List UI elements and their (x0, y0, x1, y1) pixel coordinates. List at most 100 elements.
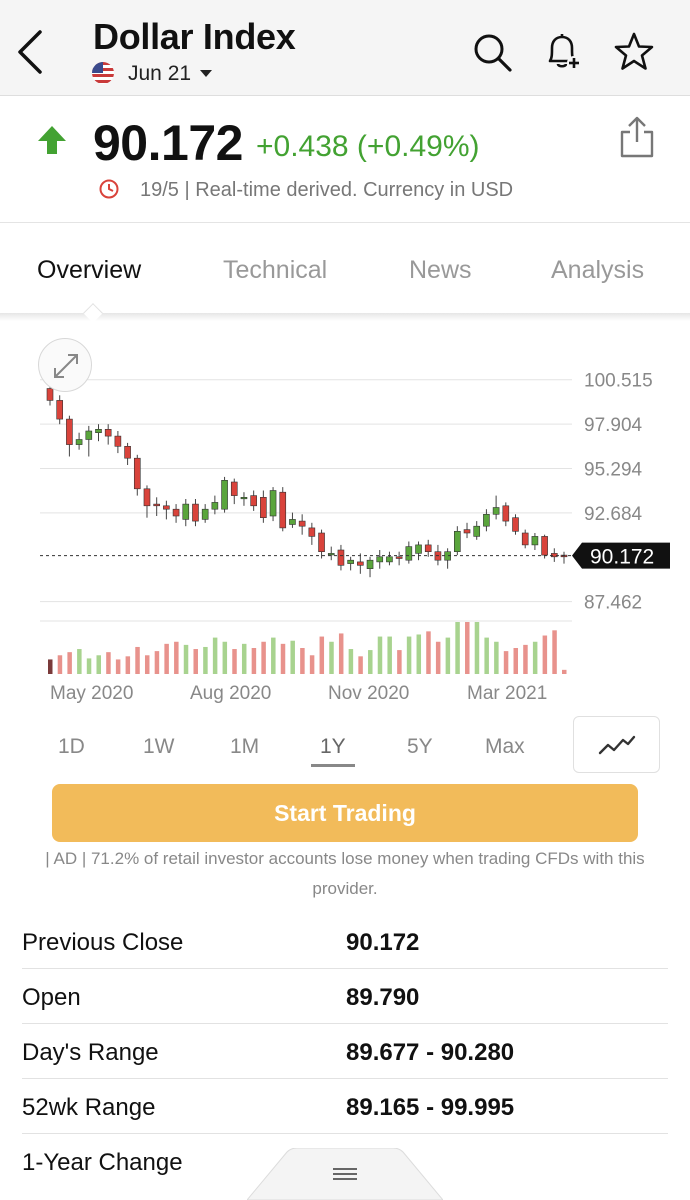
volume-bar (232, 649, 237, 674)
volume-bar (465, 622, 470, 674)
share-icon[interactable] (618, 114, 656, 160)
price-chart[interactable]: 100.515 97.904 95.294 92.684 87.462 90.172 May… (0, 322, 690, 712)
chevron-down-icon[interactable] (200, 70, 212, 77)
candle (66, 418, 73, 445)
start-trading-button[interactable]: Start Trading (52, 784, 638, 842)
line-chart-icon (598, 735, 636, 755)
volume-bar (494, 641, 499, 674)
candle (347, 559, 354, 564)
clock-icon (99, 179, 119, 199)
stat-row-52wk-range: 52wk Range 89.165 - 99.995 (22, 1079, 668, 1134)
candle (211, 502, 219, 510)
volume-bar (474, 622, 480, 674)
candle (75, 439, 83, 445)
candle (85, 430, 93, 440)
ad-disclaimer: | AD | 71.2% of retail investor accounts… (45, 849, 645, 898)
volume-bar (338, 633, 344, 674)
candle (337, 549, 345, 566)
stat-row-open: Open 89.790 (22, 969, 668, 1024)
drawer-handle[interactable] (247, 1148, 443, 1200)
candle (172, 508, 180, 517)
volume-bar (96, 655, 101, 674)
volume-bar (309, 655, 315, 674)
search-icon[interactable] (470, 30, 514, 74)
candle (279, 491, 287, 529)
range-1y[interactable]: 1Y (320, 735, 346, 758)
candle (192, 503, 199, 522)
key-stats-table: Previous Close 90.172 Open 89.790 Day's … (22, 914, 668, 1189)
range-1m[interactable]: 1M (230, 735, 260, 758)
last-price-badge (572, 542, 670, 569)
volume-bar (183, 644, 189, 674)
volume-bar (358, 656, 363, 674)
chart-type-toggle[interactable] (573, 716, 660, 773)
volume-bar (106, 652, 111, 674)
time-range-selector: 1D 1W 1M 1Y 5Y Max (0, 715, 690, 775)
range-max[interactable]: Max (485, 735, 525, 758)
range-5y[interactable]: 5Y (407, 735, 433, 758)
volume-bar (154, 651, 160, 674)
volume-bar (368, 650, 373, 674)
range-1w[interactable]: 1W (143, 735, 175, 758)
candle (114, 435, 122, 447)
candle (124, 446, 131, 459)
add-alert-bell-icon[interactable] (540, 30, 584, 74)
stat-value: 90.172 (346, 929, 420, 956)
volume-bar (115, 659, 121, 674)
volume-bar (125, 656, 131, 674)
volume-bar (300, 648, 305, 674)
candle (531, 536, 539, 546)
stat-label: 1-Year Change (22, 1149, 183, 1176)
tab-analysis[interactable]: Analysis (551, 256, 645, 284)
volume-bar (542, 635, 548, 674)
stat-row-previous-close: Previous Close 90.172 (22, 914, 668, 969)
y-tick-label: 92.684 (584, 504, 643, 525)
stat-row-1-year-change: 1-Year Change (22, 1134, 668, 1189)
candle (46, 388, 54, 401)
y-tick-label: 97.904 (584, 415, 643, 436)
candle (463, 529, 471, 534)
divider (0, 222, 690, 223)
candle (269, 490, 277, 517)
contract-selector[interactable]: Jun 21 (128, 62, 192, 85)
volume-bar (406, 636, 412, 674)
volume-bar (135, 646, 140, 674)
stat-label: Day's Range (22, 1039, 159, 1066)
tab-overview[interactable]: Overview (37, 256, 142, 284)
volume-bar (387, 636, 392, 674)
star-icon[interactable] (612, 30, 656, 74)
volume-bar (552, 630, 557, 674)
candle (541, 536, 548, 556)
volume-bar (174, 641, 179, 674)
range-1d[interactable]: 1D (58, 735, 85, 758)
x-tick-label: May 2020 (50, 683, 133, 704)
candle (473, 525, 481, 537)
back-arrow-icon[interactable] (12, 26, 52, 78)
us-flag-icon (92, 62, 114, 84)
expand-chart-button[interactable] (38, 338, 92, 392)
volume-bar (271, 637, 276, 674)
volume-bar (329, 641, 334, 674)
volume-bar (348, 649, 354, 674)
selected-range-underline (311, 764, 355, 767)
tab-technical[interactable]: Technical (223, 256, 328, 284)
x-tick-label: Mar 2021 (467, 683, 547, 704)
volume-bar (513, 648, 519, 674)
volume-bar (562, 669, 567, 674)
stat-row-days-range: Day's Range 89.677 - 90.280 (22, 1024, 668, 1079)
candle (492, 507, 500, 515)
candle (163, 505, 170, 510)
stat-value: 89.790 (346, 984, 420, 1011)
candle (56, 400, 64, 420)
volume-bar (67, 652, 72, 674)
tab-news[interactable]: News (409, 256, 472, 284)
volume-bar (397, 650, 402, 674)
volume-bar (445, 637, 451, 674)
volume-bar (455, 622, 460, 674)
quote-info: 19/5 | Real-time derived. Currency in US… (140, 179, 514, 201)
price-change: +0.438 (+0.49%) (256, 130, 480, 163)
expand-icon (54, 354, 78, 378)
volume-bar (319, 636, 325, 674)
candle (454, 531, 461, 553)
candle (376, 556, 384, 563)
